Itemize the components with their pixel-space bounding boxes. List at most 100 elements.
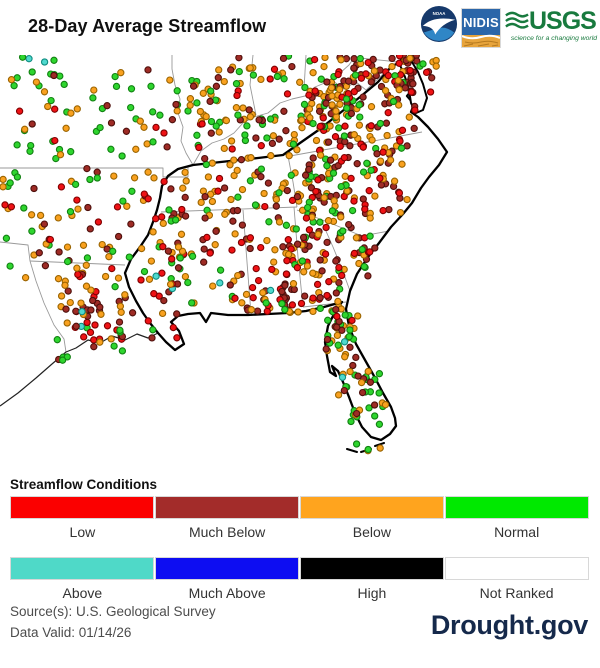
gauge-dot [111,283,119,291]
legend-label-row-2: Above Much Above High Not Ranked [10,585,589,601]
gauge-dot [46,235,55,244]
gauge-dot [341,172,349,180]
legend-bar-high [300,557,444,580]
drought-gov-brand[interactable]: Drought.gov [430,610,588,640]
gauge-dot [96,303,104,311]
gauge-dot [249,294,257,302]
gauge-dot [262,299,270,307]
gauge-dot [204,173,213,181]
gauge-dot [405,113,413,121]
gauge-dot [288,196,297,205]
gauge-dot [28,68,36,76]
gauge-dot [234,193,242,201]
gauge-dot [140,123,148,131]
gauge-dot [310,55,319,64]
gauge-dot [316,304,324,313]
gauge-dot [428,74,436,82]
gauge-dot [338,271,346,280]
gauge-dot [206,97,214,106]
gauge-dot [179,184,187,192]
gauge-dot [249,71,258,79]
gauge-dot [144,317,152,325]
gauge-dot [91,321,99,329]
gauge-dot [172,100,180,109]
gauge-dot [166,76,174,84]
gauge-dot [297,116,306,124]
gauge-dot [74,270,82,279]
gauge-dot [62,305,70,313]
gauge-dot [248,283,257,292]
gauge-dot [150,290,158,298]
gauge-dot [228,246,236,254]
gauge-dot [234,271,242,280]
gauge-dot [61,281,69,289]
gauge-dot [147,82,155,90]
gauge-dot [263,134,271,142]
gauge-dot [365,404,373,412]
gauge-dot [264,179,273,187]
gauge-dot [346,326,354,334]
gauge-dot [18,53,27,61]
gauge-dot [21,125,29,133]
gulf-coastline [0,332,159,407]
gauge-dot [98,240,106,249]
gauge-dot [212,82,221,90]
gauge-dot [152,215,160,223]
gauge-dot [302,214,311,222]
gauge-dot [339,227,347,235]
gauge-dot [272,202,280,210]
gauge-dot [335,263,343,272]
gauge-dot [156,111,164,119]
gauge-dot [322,223,330,232]
gauge-dot [301,171,310,179]
noaa-logo-icon: NOAA [420,5,458,43]
gauge-dot [297,299,306,308]
gauge-dot [231,230,239,238]
gauge-dot [283,186,291,195]
gauge-dot [334,391,343,399]
gauge-dot [201,154,209,163]
gauge-dot [345,333,353,341]
gauge-dot [211,241,219,249]
gauge-dot [336,142,344,150]
gauge-dot [233,91,241,100]
gauge-dot [216,279,224,287]
gauge-dot [373,150,381,158]
gauge-dot [84,203,92,212]
gauge-dot [257,75,265,84]
source-text: Source(s): U.S. Geological Survey [10,604,216,619]
gauge-dot [338,326,346,334]
gauge-dot [67,109,75,117]
gauge-dot [246,234,255,242]
gauge-dot [300,268,308,276]
gauge-dot [388,62,396,71]
gauge-dot [216,266,225,274]
gauge-dot [344,77,353,85]
legend-label-high: High [357,585,387,601]
gauge-dot [137,276,145,284]
gauge-dot [332,107,340,115]
gauge-dot [116,326,124,334]
gauge-dot [316,218,324,226]
gauge-dot [200,245,208,253]
gauge-dot [238,299,246,307]
gauge-dot [384,71,393,80]
gauge-dot [168,116,177,124]
gauge-dot [350,131,358,139]
gauge-dot [353,160,361,168]
legend-bar-not-ranked [445,557,589,580]
gauge-dot [56,151,65,159]
gauge-dot [97,310,105,318]
gauge-dot [103,322,112,330]
gauge-dot [332,305,340,314]
gauge-dot [73,105,81,113]
gauge-dot [232,104,241,112]
gauge-dot [357,74,366,82]
gauge-dot [158,269,166,277]
gauge-dot [317,75,325,83]
gauge-dot [282,127,290,135]
gauge-dot [301,83,309,92]
gauge-dot [86,225,94,233]
gauge-dot [1,201,9,209]
gauge-dot [127,85,136,93]
